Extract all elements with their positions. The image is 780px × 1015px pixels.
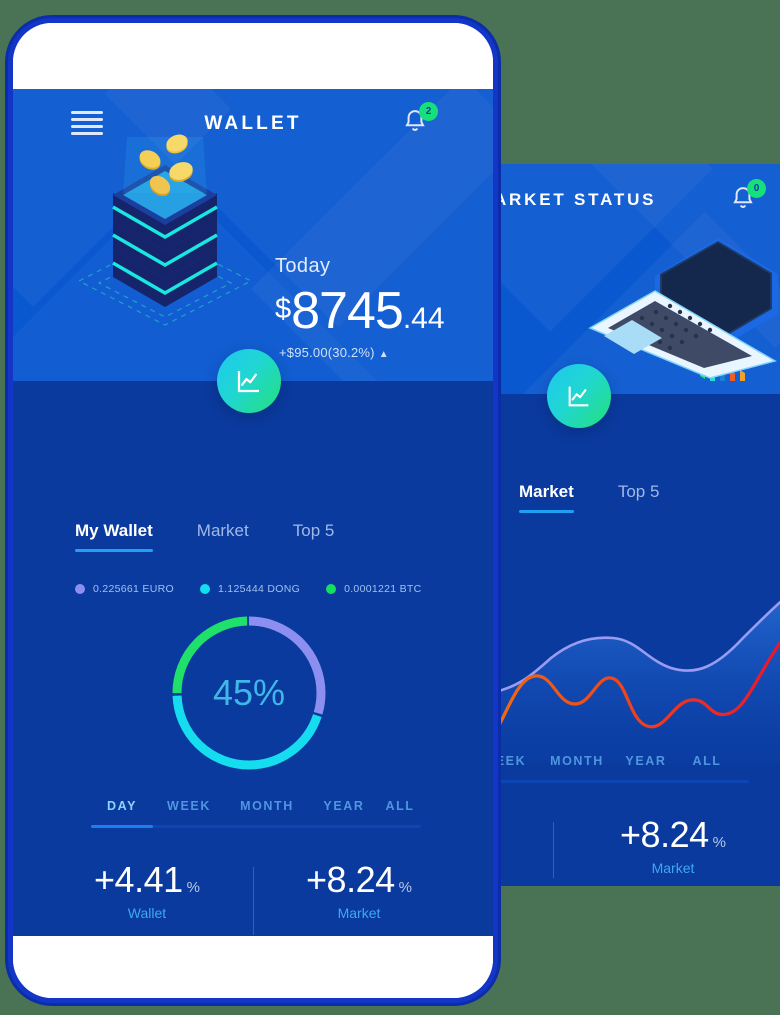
period-selector: DAY WEEK MONTH YEAR ALL: [91, 799, 421, 828]
notifications-button[interactable]: 2: [401, 102, 438, 141]
stat-caption: Market: [651, 860, 695, 876]
hamburger-icon: [71, 125, 103, 128]
tab-my-wallet[interactable]: My Wallet: [75, 521, 153, 552]
period-week[interactable]: EEK: [495, 754, 527, 768]
stat-market: +8.24% Market: [253, 859, 465, 921]
line-chart-icon: [568, 386, 589, 407]
stat-value: +4.41: [94, 859, 183, 900]
balance-amount: $8745.44: [275, 281, 445, 341]
notification-badge: 2: [419, 102, 438, 121]
stat-unit: %: [186, 879, 200, 896]
market-line-chart: [495, 600, 780, 764]
tab-top5[interactable]: Top 5: [292, 521, 335, 540]
period-all[interactable]: ALL: [692, 754, 722, 768]
phone-front-screen: WALLET 2: [13, 23, 493, 998]
period-month[interactable]: MONTH: [240, 799, 294, 813]
period-month[interactable]: MONTH: [550, 754, 604, 768]
stat-value: +8.24: [306, 859, 395, 900]
period-underline: [495, 780, 749, 783]
stat-divider: [253, 867, 254, 935]
donut-center-value: 45%: [212, 672, 286, 713]
stat-value: +8.24: [620, 814, 709, 855]
period-active-indicator: [91, 825, 153, 828]
stat-unit: %: [712, 834, 726, 851]
summary-period-label: Today: [275, 255, 331, 277]
phone-back-topbar: MARKET STATUS 0: [495, 164, 780, 228]
period-year[interactable]: YEAR: [625, 754, 667, 768]
phone-back-body: Market Top 5: [495, 394, 780, 886]
phone-front-body: My Wallet Market Top 5 0.225661 EURO 1.1…: [13, 381, 493, 936]
phone-front-header: WALLET 2: [13, 89, 493, 381]
page-title: MARKET STATUS: [495, 190, 657, 209]
period-day[interactable]: DAY: [106, 799, 138, 813]
laptop-bar-chart-illustration: [588, 238, 778, 381]
bottom-bezel: [13, 936, 493, 998]
legend-dot-dong: [199, 584, 210, 594]
period-all[interactable]: ALL: [385, 799, 415, 813]
balance-delta: +$95.00(30.2%) ▲: [279, 345, 389, 360]
wallet-server-coins-illustration: [77, 134, 253, 326]
period-week[interactable]: WEEK: [167, 799, 211, 813]
stat-wallet: +4.41% Wallet: [41, 859, 253, 921]
period-track: [91, 825, 421, 828]
chart-fab-button[interactable]: [217, 349, 281, 413]
performance-stats: +4.41% Wallet +8.24% Market: [41, 859, 465, 935]
legend-label-dong: 1.125444 DONG: [217, 583, 301, 595]
tab-market[interactable]: Market: [196, 521, 249, 540]
delta-value: +$95.00(30.2%): [279, 345, 375, 360]
legend-dot-btc: [326, 584, 337, 594]
phone-front-frame: WALLET 2: [8, 18, 498, 1003]
stat-unit: %: [398, 879, 412, 896]
phone-front-topbar: WALLET 2: [13, 89, 493, 153]
tab-market[interactable]: Market: [519, 482, 574, 513]
notification-badge: 0: [747, 179, 766, 198]
page-title: WALLET: [204, 113, 302, 134]
amount-whole: 8745: [291, 282, 404, 340]
legend-dot-euro: [75, 584, 85, 594]
legend-item: 1.125444 DONG: [199, 583, 301, 595]
menu-button[interactable]: [71, 111, 103, 135]
stat-caption: Market: [337, 905, 381, 921]
top-bezel: [13, 23, 493, 89]
period-year[interactable]: YEAR: [323, 799, 365, 813]
phone-back-tabs: Market Top 5: [519, 482, 703, 513]
currency-symbol: $: [275, 293, 292, 325]
allocation-donut-chart: 45%: [165, 609, 333, 777]
line-chart-icon: [237, 371, 259, 393]
currency-legend: 0.225661 EURO 1.125444 DONG 0.0001221 BT…: [75, 583, 448, 595]
phone-back-header: MARKET STATUS 0: [495, 164, 780, 394]
caret-up-icon: ▲: [378, 349, 389, 360]
phone-back-period-selector: EEK MONTH YEAR ALL: [495, 754, 749, 783]
stat-divider: [553, 822, 554, 878]
phone-back-chart-fab[interactable]: [547, 364, 611, 428]
hamburger-icon: [71, 111, 103, 114]
hamburger-icon: [71, 132, 103, 135]
legend-label-btc: 0.0001221 BTC: [344, 583, 422, 595]
legend-label-euro: 0.225661 EURO: [93, 583, 174, 595]
amount-decimal: .44: [402, 302, 445, 335]
phone-back: MARKET STATUS 0: [495, 164, 780, 886]
legend-item: 0.225661 EURO: [75, 583, 174, 595]
phone-front-tabs: My Wallet Market Top 5: [75, 521, 378, 552]
legend-item: 0.0001221 BTC: [326, 583, 421, 595]
stat-market: +8.24% Market: [561, 814, 780, 876]
notifications-button[interactable]: 0: [729, 179, 766, 218]
hamburger-icon: [71, 118, 103, 121]
phone-back-stats: +8.24% Market: [495, 814, 780, 878]
stat-caption: Wallet: [127, 905, 167, 921]
donut-svg: [172, 616, 326, 770]
tab-top5[interactable]: Top 5: [617, 482, 660, 501]
